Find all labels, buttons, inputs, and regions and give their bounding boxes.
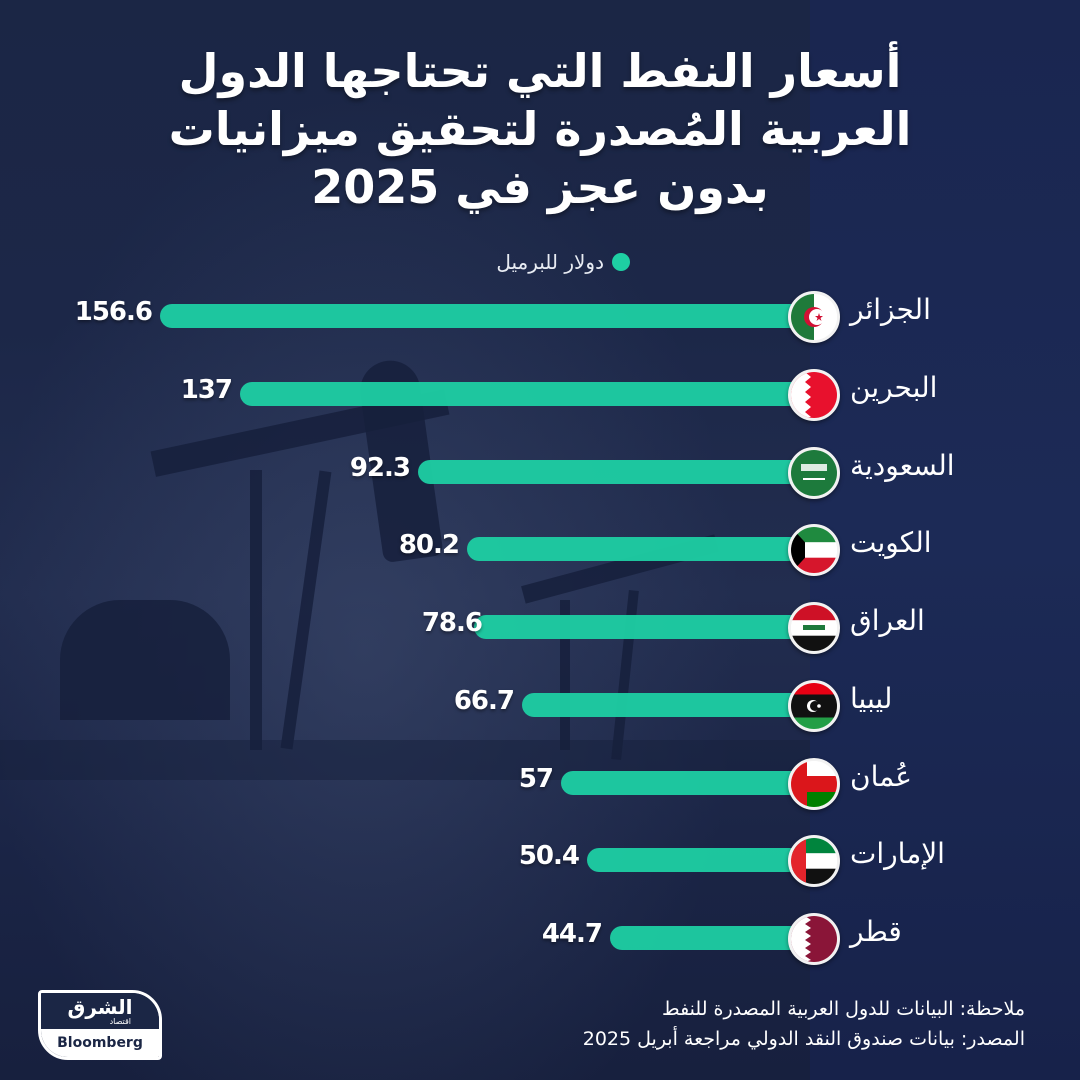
- bar: [610, 926, 800, 950]
- background-right-panel: [810, 0, 1080, 1080]
- bar-row: 80.2 الكويت: [0, 524, 1080, 576]
- bar: [587, 848, 800, 872]
- bar-value: 78.6: [421, 608, 483, 638]
- title-line-3: بدون عجز في 2025: [311, 160, 769, 214]
- country-label: قطر: [850, 915, 902, 948]
- bar-value: 50.4: [518, 841, 580, 871]
- bar: [240, 382, 800, 406]
- logo-bloomberg: Bloomberg: [41, 1029, 159, 1057]
- bar: [522, 693, 800, 717]
- bar-value: 44.7: [541, 919, 603, 949]
- chart-title: أسعار النفط التي تحتاجها الدول العربية ا…: [0, 42, 1080, 216]
- logo-sub: اقتصاد: [109, 1016, 131, 1026]
- bar-row: 44.7 قطر: [0, 913, 1080, 965]
- bar-value: 137: [180, 375, 233, 405]
- libya-flag-icon: [788, 680, 840, 732]
- logo-arabic: الشرق: [67, 994, 133, 1019]
- bar-row: 156.6 الجزائر: [0, 291, 1080, 343]
- country-label: العراق: [850, 604, 925, 637]
- bar-value: 156.6: [74, 297, 153, 327]
- saudi-flag-icon: [788, 447, 840, 499]
- country-label: الجزائر: [850, 293, 931, 326]
- algeria-flag-icon: [788, 291, 840, 343]
- legend-dot-icon: [612, 253, 630, 271]
- qatar-flag-icon: [788, 913, 840, 965]
- footer-source: المصدر: بيانات صندوق النقد الدولي مراجعة…: [582, 1028, 1025, 1050]
- asharq-bloomberg-logo: الشرق اقتصاد Bloomberg: [38, 990, 162, 1060]
- country-label: الإمارات: [850, 837, 945, 870]
- footer-note: ملاحظة: البيانات للدول العربية المصدرة ل…: [662, 998, 1025, 1020]
- bar-row: 57 عُمان: [0, 758, 1080, 810]
- bar-row: 137 البحرين: [0, 369, 1080, 421]
- legend: دولار للبرميل: [430, 250, 630, 274]
- title-line-2: العربية المُصدرة لتحقيق ميزانيات: [168, 102, 912, 156]
- uae-flag-icon: [788, 835, 840, 887]
- country-label: عُمان: [850, 760, 912, 793]
- country-label: البحرين: [850, 371, 938, 404]
- bar-row: 66.7 ليبيا: [0, 680, 1080, 732]
- bar: [474, 615, 800, 639]
- country-label: ليبيا: [850, 682, 893, 715]
- title-line-1: أسعار النفط التي تحتاجها الدول: [178, 44, 902, 98]
- bar: [418, 460, 800, 484]
- bar-value: 92.3: [349, 453, 411, 483]
- oman-flag-icon: [788, 758, 840, 810]
- bar-row: 50.4 الإمارات: [0, 835, 1080, 887]
- bar: [467, 537, 800, 561]
- footer-notes: ملاحظة: البيانات للدول العربية المصدرة ل…: [540, 994, 1025, 1054]
- bar-row: 78.6 العراق: [0, 602, 1080, 654]
- iraq-flag-icon: [788, 602, 840, 654]
- bar-value: 80.2: [398, 530, 460, 560]
- bahrain-flag-icon: [788, 369, 840, 421]
- bar: [561, 771, 800, 795]
- country-label: السعودية: [850, 449, 955, 482]
- bar-row: 92.3 السعودية: [0, 447, 1080, 499]
- bar: [160, 304, 800, 328]
- bar-value: 57: [518, 764, 554, 794]
- bar-value: 66.7: [453, 686, 515, 716]
- legend-label: دولار للبرميل: [496, 250, 604, 274]
- kuwait-flag-icon: [788, 524, 840, 576]
- country-label: الكويت: [850, 526, 932, 559]
